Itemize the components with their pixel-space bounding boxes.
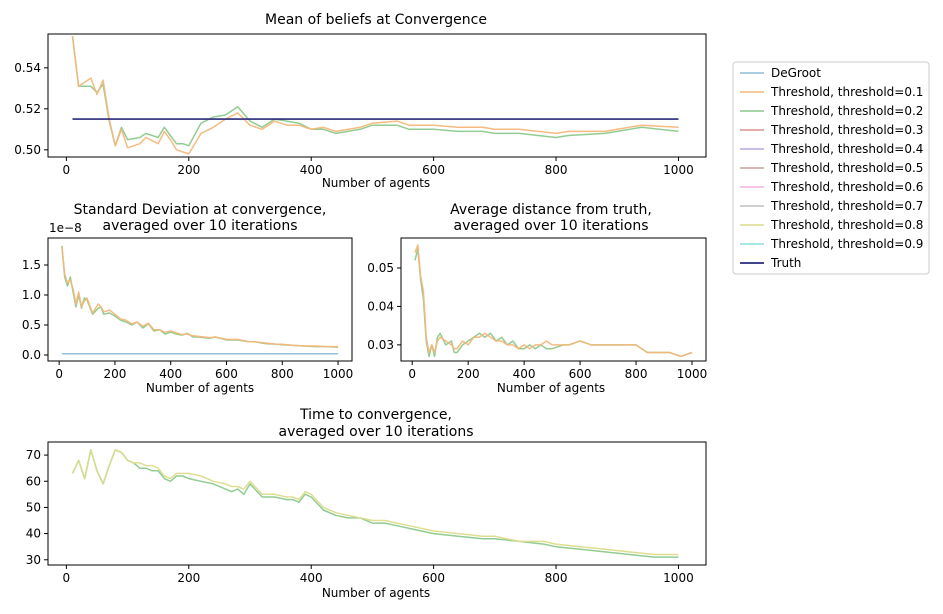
dist-series-0 — [414, 248, 693, 358]
time-xlabel: Number of agents — [322, 586, 430, 600]
time-ytick-label-1: 40 — [26, 527, 41, 541]
mean-ytick-label-1: 0.52 — [14, 102, 41, 116]
std-xtick-label-4: 800 — [271, 367, 294, 381]
dist-xtick-label-0: 0 — [408, 367, 416, 381]
time-series-0 — [71, 449, 679, 558]
time-ytick-label-4: 70 — [26, 448, 41, 462]
dist-xtick-label-5: 1000 — [677, 367, 708, 381]
mean-series-1 — [71, 36, 679, 155]
std-ytick-label-0: 0.0 — [22, 348, 41, 362]
dist-title-line1: Average distance from truth, — [450, 202, 652, 218]
std-ytick-label-2: 1.0 — [22, 288, 41, 302]
time-title-line2: averaged over 10 iterations — [278, 424, 473, 440]
legend-label-0: DeGroot — [771, 66, 821, 80]
dist-xtick-label-2: 400 — [513, 367, 536, 381]
std-panel: Standard Deviation at convergence, avera… — [22, 202, 353, 395]
mean-xtick-label-4: 800 — [545, 163, 568, 177]
mean-axes-frame — [47, 33, 707, 158]
std-series-1 — [61, 246, 339, 348]
dist-plot: 0 200 400 600 800 1000 0.03 0.04 0.05 — [367, 237, 708, 381]
time-xtick-label-0: 0 — [63, 571, 71, 585]
std-plot: 0 200 400 600 800 1000 0.0 0.5 1.0 1.5 — [22, 237, 354, 381]
mean-xtick-label-0: 0 — [63, 163, 71, 177]
legend-items: DeGroot Threshold, threshold=0.1 Threshold… — [740, 66, 923, 270]
std-xtick-label-2: 400 — [159, 367, 182, 381]
legend-label-3: Threshold, threshold=0.3 — [770, 123, 923, 137]
dist-xlabel: Number of agents — [497, 381, 605, 395]
mean-series-0 — [71, 36, 679, 147]
time-xtick-label-4: 800 — [545, 571, 568, 585]
time-ytick-label-2: 50 — [26, 500, 41, 514]
dist-ytick-label-0: 0.03 — [367, 338, 394, 352]
time-axes-frame — [47, 441, 707, 566]
mean-xlabel: Number of agents — [322, 176, 430, 190]
legend-frame — [732, 61, 930, 275]
time-title-line1: Time to convergence, — [299, 407, 452, 423]
std-title-line1: Standard Deviation at convergence, — [74, 202, 327, 218]
std-xtick-label-0: 0 — [55, 367, 63, 381]
std-title-line2: averaged over 10 iterations — [102, 218, 297, 234]
mean-ytick-label-0: 0.50 — [14, 143, 41, 157]
std-axes-frame — [47, 237, 353, 362]
legend-label-6: Threshold, threshold=0.6 — [770, 180, 923, 194]
std-xlabel: Number of agents — [146, 381, 254, 395]
dist-xtick-label-3: 600 — [569, 367, 592, 381]
time-panel: Time to convergence, averaged over 10 it… — [26, 407, 707, 600]
dist-ytick-label-2: 0.05 — [367, 261, 394, 275]
legend-label-10: Truth — [770, 256, 801, 270]
std-xtick-label-3: 600 — [215, 367, 238, 381]
mean-xtick-label-2: 400 — [300, 163, 323, 177]
time-ytick-label-3: 60 — [26, 474, 41, 488]
std-ytick-label-3: 1.5 — [22, 258, 41, 272]
legend-label-7: Threshold, threshold=0.7 — [770, 199, 923, 213]
dist-title-line2: averaged over 10 iterations — [453, 218, 648, 234]
mean-plot: 0 200 400 600 800 1000 0.50 0.52 0.54 — [14, 33, 707, 177]
std-xtick-label-5: 1000 — [323, 367, 354, 381]
time-xtick-label-3: 600 — [422, 571, 445, 585]
dist-series-1 — [414, 244, 693, 358]
legend-label-2: Threshold, threshold=0.2 — [770, 104, 923, 118]
time-series-1 — [71, 449, 679, 556]
time-xtick-label-5: 1000 — [663, 571, 694, 585]
dist-ytick-label-1: 0.04 — [367, 299, 394, 313]
std-offset-text: 1e−8 — [49, 221, 82, 235]
legend-label-9: Threshold, threshold=0.9 — [770, 237, 923, 251]
legend-label-5: Threshold, threshold=0.5 — [770, 161, 923, 175]
mean-xtick-label-1: 200 — [177, 163, 200, 177]
mean-title: Mean of beliefs at Convergence — [265, 12, 487, 28]
dist-xtick-label-4: 800 — [625, 367, 648, 381]
dist-axes-frame — [400, 237, 707, 362]
time-plot: 0 200 400 600 800 1000 30 40 50 60 70 — [26, 441, 707, 585]
mean-xtick-label-5: 1000 — [663, 163, 694, 177]
legend-label-1: Threshold, threshold=0.1 — [770, 85, 923, 99]
time-xtick-label-1: 200 — [177, 571, 200, 585]
mean-xtick-label-3: 600 — [422, 163, 445, 177]
std-xtick-label-1: 200 — [103, 367, 126, 381]
mean-panel: Mean of beliefs at Convergence 0 200 400 60… — [14, 12, 707, 190]
mean-ytick-label-2: 0.54 — [14, 61, 41, 75]
std-ytick-label-1: 0.5 — [22, 318, 41, 332]
legend-label-4: Threshold, threshold=0.4 — [770, 142, 923, 156]
std-series-0 — [61, 245, 339, 348]
dist-xtick-label-1: 200 — [457, 367, 480, 381]
legend: DeGroot Threshold, threshold=0.1 Threshold… — [732, 61, 930, 275]
time-xtick-label-2: 400 — [300, 571, 323, 585]
time-ytick-label-0: 30 — [26, 553, 41, 567]
legend-label-8: Threshold, threshold=0.8 — [770, 218, 923, 232]
dist-panel: Average distance from truth, averaged ov… — [367, 202, 707, 395]
